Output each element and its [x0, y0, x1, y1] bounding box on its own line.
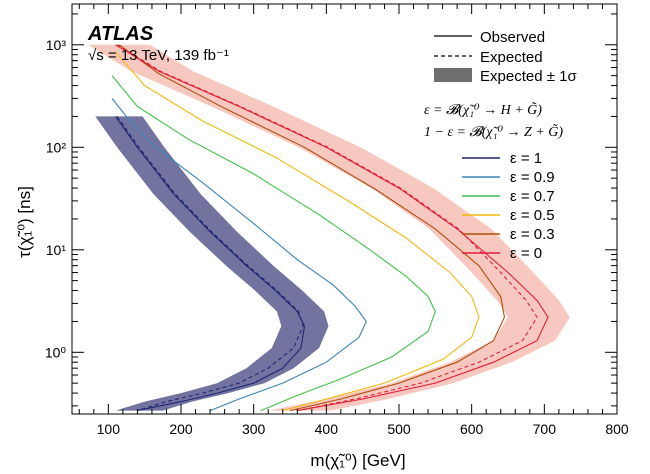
legend-label-1: ε = 0.9: [510, 169, 555, 186]
band-eps-0: [88, 44, 570, 411]
y-tick-label: 10³: [46, 37, 67, 53]
style-legend: Observed Expected Expected ± 1σ: [434, 29, 577, 85]
limit-curves: [111, 44, 549, 412]
x-tick-label: 700: [533, 421, 557, 437]
y-tick-label: 10²: [46, 139, 67, 155]
legend-band-label: Expected ± 1σ: [480, 68, 577, 85]
observed-line-2: [111, 75, 436, 412]
x-tick-label: 200: [169, 421, 193, 437]
y-tick-label: 10⁰: [45, 344, 67, 360]
legend-label-5: ε = 0: [510, 245, 542, 262]
series-legend: ε = 1 ε = 0.9 ε = 0.7 ε = 0.5 ε = 0.3 ε = 0: [462, 150, 555, 262]
uncertainty-bands: [88, 44, 570, 411]
x-axis-label: m(χ̃₁⁰) [GeV]: [310, 451, 405, 470]
observed-line-5: [115, 44, 549, 412]
legend-label-3: ε = 0.5: [510, 207, 555, 224]
definition-eps: ε = 𝓑(χ̃₁⁰ → H + G̃): [424, 102, 542, 118]
observed-line-4: [118, 44, 505, 412]
energy-lumi-label: √s = 13 TeV, 139 fb⁻¹: [88, 47, 229, 64]
definition-one-minus-eps: 1 − ε = 𝓑(χ̃₁⁰ → Z + G̃): [424, 124, 563, 140]
axes: 100 200 300 400 500 600 700 800 10⁰ 10¹ 10² 10³: [45, 3, 629, 437]
x-tick-label: 800: [605, 421, 629, 437]
legend-observed-label: Observed: [480, 29, 545, 46]
expected-line-5: [116, 44, 538, 412]
y-tick-label: 10¹: [46, 242, 67, 258]
observed-line-1: [111, 98, 367, 412]
band-eps-1: [95, 116, 329, 411]
expected-line-0: [116, 116, 304, 412]
legend-label-4: ε = 0.3: [510, 226, 555, 243]
legend-band-swatch: [434, 68, 472, 82]
observed-line-3: [115, 51, 480, 412]
plot-frame: [71, 3, 618, 415]
x-tick-label: 500: [387, 421, 411, 437]
x-tick-label: 400: [315, 421, 339, 437]
x-tick-label: 300: [242, 421, 266, 437]
legend-label-0: ε = 1: [510, 150, 542, 167]
legend-expected-label: Expected: [480, 49, 543, 66]
legend-label-2: ε = 0.7: [510, 188, 555, 205]
atlas-label: ATLAS: [87, 23, 154, 45]
x-tick-label: 100: [97, 421, 121, 437]
y-axis-label: τ(χ̃₁⁰) [ns]: [15, 186, 34, 258]
x-tick-label: 600: [460, 421, 484, 437]
